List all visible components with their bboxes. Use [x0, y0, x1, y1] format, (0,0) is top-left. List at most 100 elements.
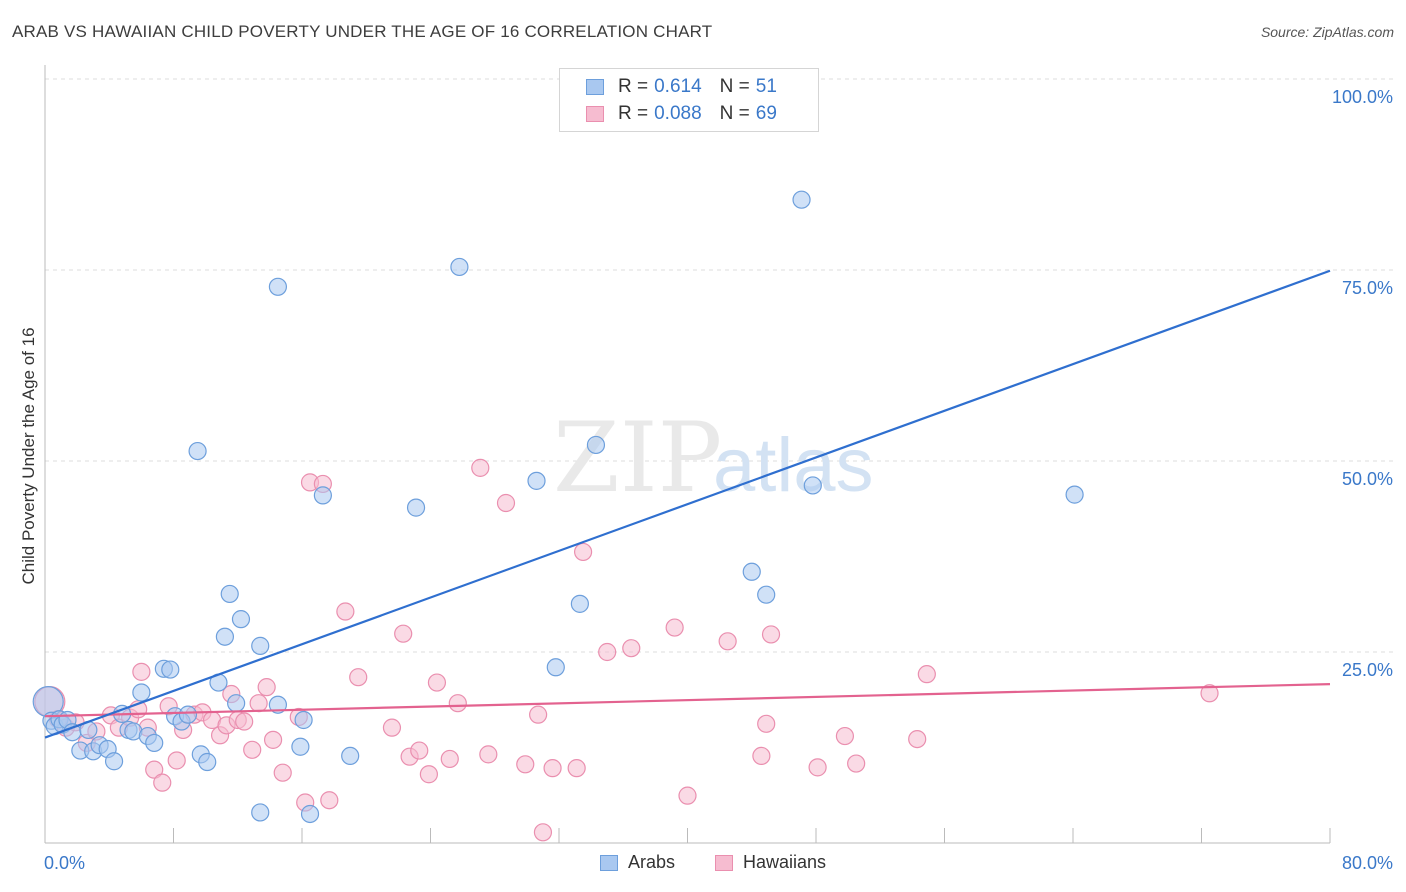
hawaiians-point	[145, 760, 164, 779]
hawaiians-point	[718, 632, 737, 651]
hawaiians-point	[257, 678, 276, 697]
arabs-point	[188, 441, 207, 461]
arabs-point	[227, 694, 246, 713]
arabs-point	[132, 683, 151, 702]
arabs-point	[450, 257, 469, 277]
hawaiians-point	[761, 625, 781, 644]
arabs-point	[341, 746, 360, 766]
hawaiians-point	[622, 639, 641, 658]
arabs-swatch	[600, 854, 618, 871]
arabs-legend-label: Arabs	[628, 852, 676, 872]
hawaiians-point	[665, 618, 684, 637]
hawaiians-point	[516, 755, 535, 774]
arabs-point	[294, 710, 313, 730]
hawaiians-point	[243, 740, 262, 759]
hawaiians-r-value: 0.088	[654, 103, 702, 124]
arabs-point	[161, 660, 180, 679]
y-tick-label: 75.0%	[1342, 278, 1393, 298]
arabs-point	[406, 498, 426, 517]
arabs-point	[792, 190, 811, 209]
hawaiians-point	[847, 754, 866, 773]
hawaiians-point	[752, 746, 771, 766]
r-label: R =	[618, 76, 649, 97]
hawaiians-point	[678, 786, 697, 805]
hawaiians-point	[808, 758, 827, 777]
arabs-point	[215, 627, 234, 646]
hawaiians-trend-line	[44, 682, 1331, 718]
hawaiians-point	[349, 668, 368, 687]
n-label: N =	[719, 103, 750, 124]
arabs-point	[742, 562, 761, 581]
arabs-point	[546, 658, 565, 677]
tick-labels: 25.0% 50.0% 75.0% 100.0% 0.0% 80.0%	[44, 87, 1393, 873]
arabs-point	[1065, 485, 1084, 504]
chart-title: ARAB VS HAWAIIAN CHILD POVERTY UNDER THE…	[12, 22, 713, 41]
hawaiians-point	[410, 741, 429, 760]
source-credit: Source: ZipAtlas.com	[1260, 24, 1394, 40]
watermark-zip: ZIP	[553, 402, 722, 514]
arabs-point	[757, 585, 776, 604]
r-label: R =	[618, 103, 649, 124]
arabs-point	[104, 752, 124, 771]
hawaiians-point	[479, 745, 498, 764]
hawaiians-point	[529, 705, 548, 724]
hawaiians-n-value: 69	[755, 103, 777, 124]
arabs-point	[268, 695, 288, 714]
y-tick-label: 25.0%	[1342, 660, 1393, 680]
zipatlas-watermark: ZIP atlas	[553, 402, 874, 514]
trend-lines	[44, 269, 1331, 739]
x-tick-label: 0.0%	[44, 853, 85, 873]
legend-row-arabs: R = 0.614 N = 51	[586, 75, 795, 99]
arabs-point	[586, 435, 606, 455]
x-tick-label: 80.0%	[1342, 853, 1393, 873]
hawaiians-point	[336, 602, 355, 621]
arabs-n-value: 51	[755, 76, 777, 97]
hawaiians-point	[471, 458, 490, 477]
hawaiians-point	[249, 694, 268, 713]
hawaiians-point	[917, 665, 936, 684]
hawaiians-point	[263, 730, 283, 749]
hawaiians-point	[382, 718, 402, 737]
bottom-legend-arabs: Arabs	[600, 852, 675, 873]
n-label: N =	[719, 76, 750, 97]
hawaiians-legend-label: Hawaiians	[743, 852, 827, 872]
arabs-r-value: 0.614	[654, 76, 702, 97]
arabs-point	[178, 705, 198, 724]
hawaiians-point	[394, 624, 413, 643]
y-axis-label: Child Poverty Under the Age of 16	[19, 327, 38, 584]
hawaiians-point	[533, 823, 553, 842]
hawaiians-point	[448, 694, 467, 713]
arabs-point	[570, 594, 589, 613]
hawaiians-point	[132, 662, 151, 681]
arabs-point	[527, 471, 546, 490]
arabs-points	[32, 190, 1084, 824]
arabs-swatch	[586, 79, 604, 95]
hawaiians-point	[835, 726, 855, 746]
grid-lines	[45, 78, 1395, 653]
legend-row-hawaiians: R = 0.088 N = 69	[586, 102, 795, 126]
hawaiians-point	[573, 542, 593, 562]
arabs-point	[291, 737, 310, 756]
hawaiians-points	[34, 458, 1219, 842]
hawaiians-point	[320, 791, 339, 810]
correlation-legend: R = 0.614 N = 51 R = 0.088 N = 69	[559, 68, 819, 132]
arabs-point	[220, 584, 239, 604]
arabs-point	[313, 486, 332, 505]
arabs-trend-line	[44, 269, 1331, 739]
hawaiians-point	[598, 642, 617, 662]
hawaiians-point	[496, 493, 516, 513]
hawaiians-point	[757, 714, 776, 733]
arabs-point	[251, 636, 270, 655]
arabs-point	[300, 804, 320, 824]
hawaiians-point	[167, 751, 186, 770]
bottom-legend-hawaiians: Hawaiians	[715, 852, 826, 873]
arabs-point	[251, 803, 270, 822]
arabs-point	[231, 610, 251, 629]
hawaiians-point	[427, 673, 447, 692]
hawaiians-point	[273, 763, 292, 782]
hawaiians-point	[440, 749, 459, 769]
arabs-point	[803, 476, 822, 495]
hawaiians-point	[419, 765, 438, 784]
hawaiians-swatch	[586, 106, 604, 122]
